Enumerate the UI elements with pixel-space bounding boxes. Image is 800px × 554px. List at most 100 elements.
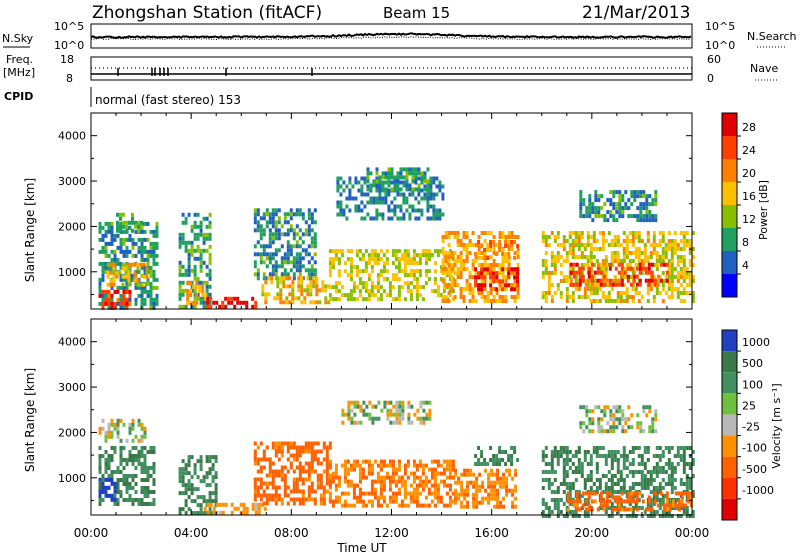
data-cell	[492, 295, 496, 299]
data-cell	[501, 255, 505, 259]
data-cell	[369, 171, 373, 176]
data-cell	[612, 194, 616, 199]
data-cell	[426, 167, 430, 172]
data-cell	[128, 225, 132, 230]
data-cell	[358, 495, 362, 500]
y-tick-label: 4000	[58, 130, 86, 143]
data-cell	[651, 198, 655, 203]
data-cell	[471, 263, 475, 267]
data-cell	[196, 224, 200, 229]
data-cell	[274, 441, 278, 446]
data-cell	[104, 269, 108, 274]
data-cell	[152, 502, 156, 506]
data-cell	[149, 301, 153, 306]
data-cell	[481, 480, 485, 485]
data-cell	[605, 278, 609, 283]
data-cell	[131, 454, 135, 458]
data-cell	[276, 276, 280, 281]
time-tick-label: 00:00	[74, 526, 109, 540]
data-cell	[628, 259, 632, 263]
data-cell	[301, 489, 305, 494]
data-cell	[283, 220, 287, 225]
data-cell	[600, 429, 604, 434]
data-cell	[193, 499, 197, 504]
data-cell	[395, 400, 399, 405]
data-cell	[622, 283, 626, 287]
data-cell	[610, 239, 614, 243]
data-cell	[609, 202, 613, 207]
data-cell	[433, 269, 437, 274]
data-cell	[620, 278, 624, 283]
data-cell	[583, 486, 587, 490]
data-cell	[487, 496, 491, 501]
data-cell	[622, 255, 626, 259]
data-cell	[331, 499, 335, 504]
data-cell	[265, 481, 269, 486]
data-cell	[616, 235, 620, 239]
data-cell	[358, 293, 362, 298]
data-cell	[334, 499, 338, 504]
data-cell	[130, 262, 134, 267]
data-cell	[565, 510, 569, 514]
data-cell	[616, 490, 620, 494]
data-cell	[178, 240, 182, 245]
data-cell	[256, 493, 260, 498]
data-cell	[361, 257, 365, 262]
data-cell	[116, 430, 120, 435]
data-cell	[125, 462, 129, 466]
data-cell	[676, 446, 680, 450]
data-cell	[653, 499, 657, 504]
data-cell	[186, 292, 190, 297]
data-cell	[634, 287, 638, 291]
data-cell	[682, 299, 686, 303]
data-cell	[319, 461, 323, 466]
data-cell	[230, 296, 234, 301]
data-cell	[143, 446, 147, 450]
data-cell	[146, 237, 150, 242]
data-cell	[650, 262, 654, 267]
data-cell	[257, 502, 261, 507]
data-cell	[571, 267, 575, 271]
data-cell	[106, 274, 110, 279]
data-cell	[646, 450, 650, 454]
data-cell	[406, 503, 410, 508]
data-cell	[140, 220, 143, 225]
data-cell	[268, 473, 272, 478]
data-cell	[587, 507, 591, 512]
data-cell	[233, 296, 237, 301]
data-cell	[152, 253, 156, 258]
data-cell	[152, 490, 156, 494]
data-cell	[568, 458, 572, 462]
data-cell	[495, 287, 499, 292]
data-cell	[366, 212, 370, 217]
data-cell	[387, 171, 391, 176]
data-cell	[568, 247, 572, 251]
data-cell	[685, 506, 689, 510]
data-cell	[685, 474, 689, 478]
data-cell	[516, 263, 520, 267]
data-cell	[376, 277, 380, 282]
data-cell	[471, 291, 475, 295]
data-cell	[451, 463, 455, 468]
data-cell	[586, 259, 590, 263]
data-cell	[379, 475, 383, 480]
data-cell	[616, 482, 620, 486]
data-cell	[186, 288, 190, 293]
data-cell	[245, 510, 249, 515]
data-cell	[544, 454, 548, 458]
data-cell	[388, 463, 392, 468]
data-cell	[211, 467, 215, 472]
data-cell	[553, 239, 557, 243]
data-cell	[421, 479, 425, 484]
data-cell	[648, 202, 652, 207]
data-cell	[366, 179, 370, 184]
data-cell	[453, 251, 457, 255]
data-cell	[587, 270, 591, 275]
data-cell	[631, 295, 635, 299]
data-cell	[643, 243, 647, 247]
data-cell	[312, 300, 316, 305]
data-cell	[483, 248, 487, 252]
data-cell	[140, 257, 144, 262]
data-cell	[209, 304, 213, 309]
data-cell	[566, 499, 570, 504]
